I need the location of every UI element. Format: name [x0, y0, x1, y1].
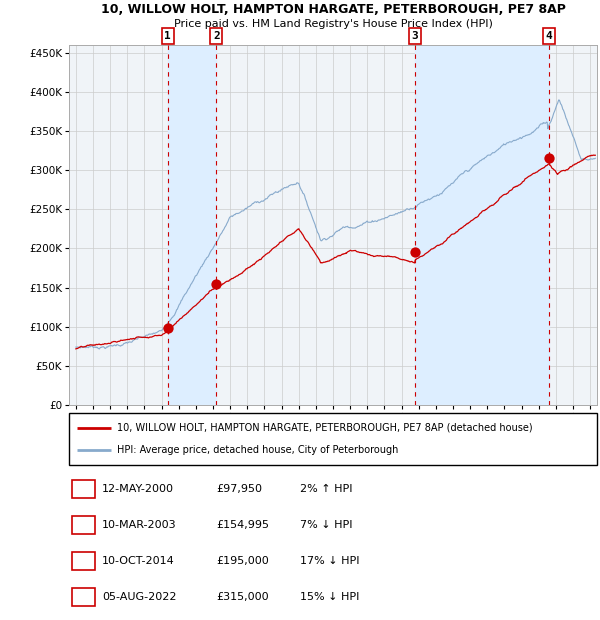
Point	[163, 324, 173, 334]
Text: 10, WILLOW HOLT, HAMPTON HARGATE, PETERBOROUGH, PE7 8AP (detached house): 10, WILLOW HOLT, HAMPTON HARGATE, PETERB…	[116, 423, 532, 433]
Point	[211, 279, 221, 289]
Text: 7% ↓ HPI: 7% ↓ HPI	[300, 520, 353, 530]
Text: 10-MAR-2003: 10-MAR-2003	[102, 520, 176, 530]
Text: £195,000: £195,000	[216, 556, 269, 566]
Point	[410, 247, 420, 257]
Text: £97,950: £97,950	[216, 484, 262, 494]
Text: 10, WILLOW HOLT, HAMPTON HARGATE, PETERBOROUGH, PE7 8AP: 10, WILLOW HOLT, HAMPTON HARGATE, PETERB…	[101, 3, 565, 16]
Text: 15% ↓ HPI: 15% ↓ HPI	[300, 592, 359, 602]
Text: 2: 2	[80, 520, 87, 530]
Text: 3: 3	[412, 31, 418, 41]
Text: 1: 1	[164, 31, 171, 41]
Text: 10-OCT-2014: 10-OCT-2014	[102, 556, 175, 566]
Text: 17% ↓ HPI: 17% ↓ HPI	[300, 556, 359, 566]
Text: HPI: Average price, detached house, City of Peterborough: HPI: Average price, detached house, City…	[116, 445, 398, 456]
Text: 4: 4	[80, 592, 87, 602]
Text: Price paid vs. HM Land Registry's House Price Index (HPI): Price paid vs. HM Land Registry's House …	[173, 19, 493, 29]
Text: 2% ↑ HPI: 2% ↑ HPI	[300, 484, 353, 494]
Text: 4: 4	[545, 31, 552, 41]
Text: 12-MAY-2000: 12-MAY-2000	[102, 484, 174, 494]
Text: 3: 3	[80, 556, 87, 566]
Text: £154,995: £154,995	[216, 520, 269, 530]
Bar	[415, 45, 549, 405]
Text: 05-AUG-2022: 05-AUG-2022	[102, 592, 176, 602]
Text: £315,000: £315,000	[216, 592, 269, 602]
Text: 1: 1	[80, 484, 87, 494]
Text: 2: 2	[213, 31, 220, 41]
Bar	[168, 45, 216, 405]
Point	[544, 154, 554, 164]
